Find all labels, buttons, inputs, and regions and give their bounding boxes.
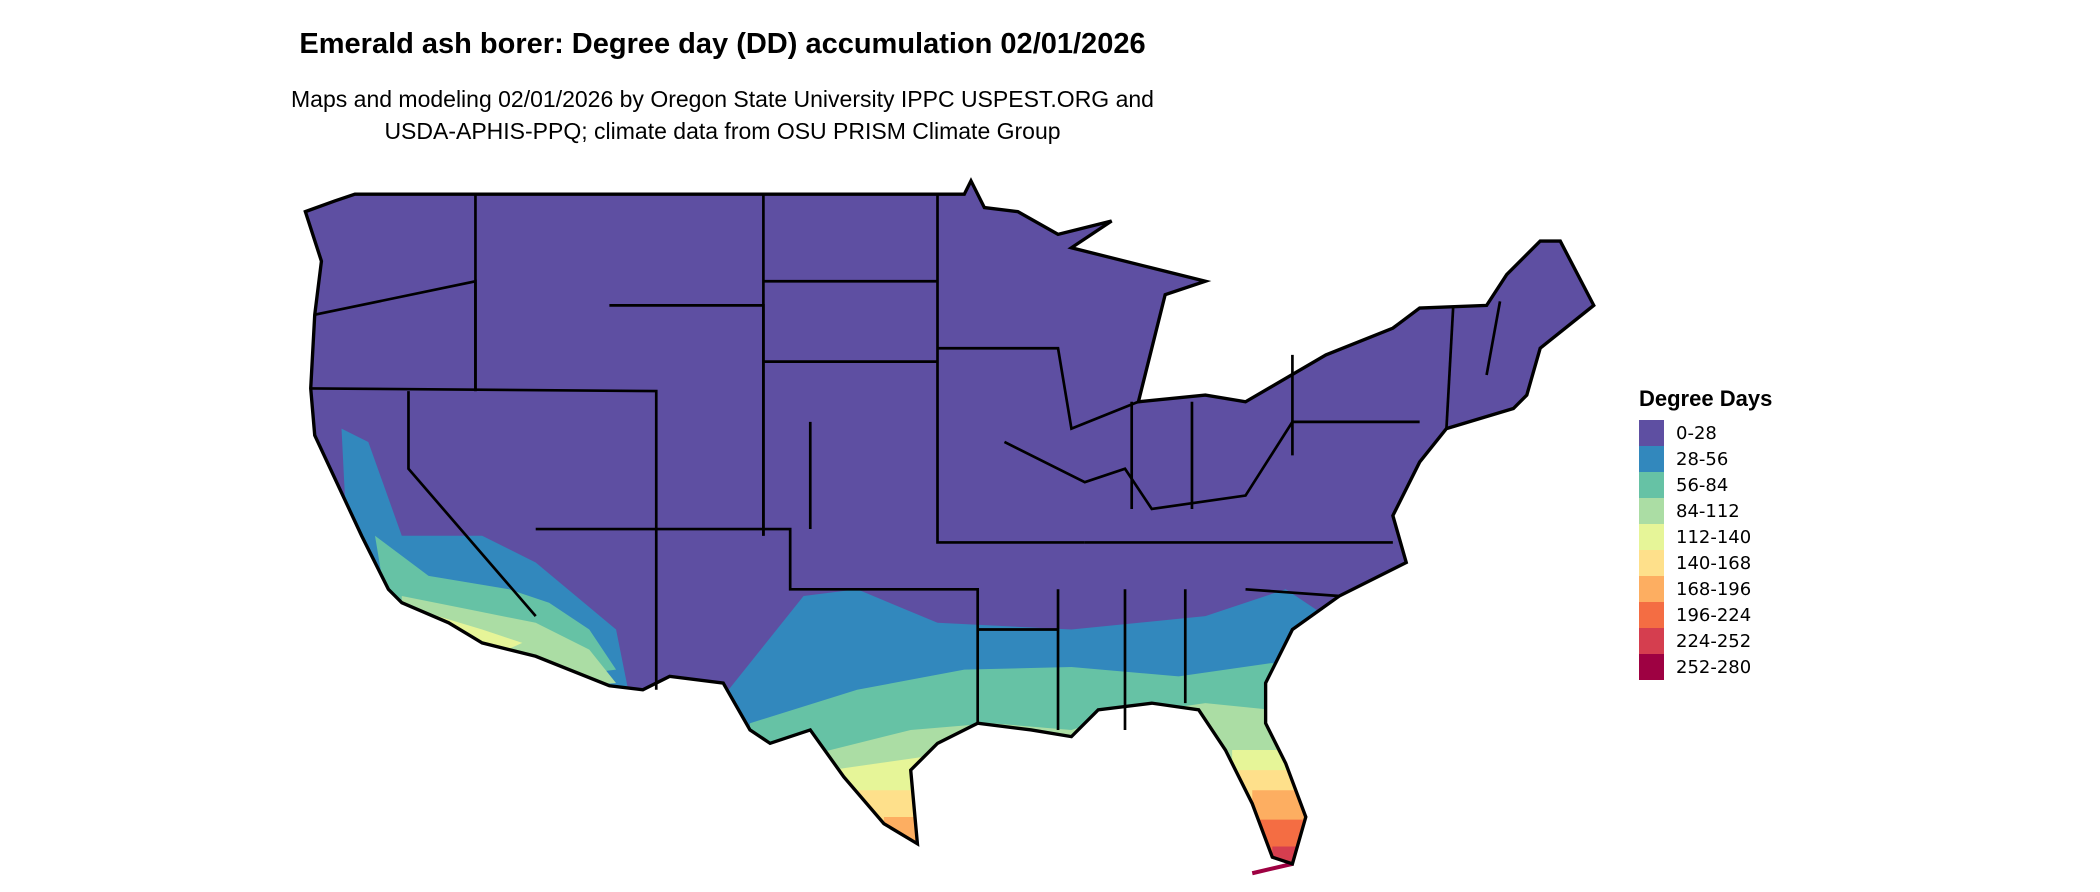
legend-swatch — [1639, 446, 1664, 472]
legend-item: 112-140 — [1639, 524, 1772, 550]
legend-label: 84-112 — [1676, 500, 1740, 522]
legend-item: 0-28 — [1639, 420, 1772, 446]
legend-label: 196-224 — [1676, 604, 1752, 626]
legend-swatch — [1639, 576, 1664, 602]
legend-swatch — [1639, 472, 1664, 498]
state-borders — [310, 194, 1502, 730]
legend-label: 56-84 — [1676, 474, 1729, 496]
legend-swatch — [1639, 524, 1664, 550]
map-subtitle-line2: USDA-APHIS-PPQ; climate data from OSU PR… — [384, 118, 1061, 144]
legend-item: 140-168 — [1639, 550, 1772, 576]
legend-swatch — [1639, 420, 1664, 446]
zone-140-168 — [843, 790, 938, 864]
legend-label: 28-56 — [1676, 448, 1729, 470]
legend-item: 168-196 — [1639, 576, 1772, 602]
legend-item: 56-84 — [1639, 472, 1772, 498]
legend-label: 252-280 — [1676, 656, 1752, 678]
legend-label: 0-28 — [1676, 422, 1717, 444]
legend-label: 112-140 — [1676, 526, 1752, 548]
legend-swatch — [1639, 550, 1664, 576]
legend-item: 84-112 — [1639, 498, 1772, 524]
legend: Degree Days 0-28 28-56 56-84 84-112 112-140 1… — [1639, 386, 1772, 680]
legend-label: 140-168 — [1676, 552, 1752, 574]
legend-item: 196-224 — [1639, 602, 1772, 628]
legend-label: 224-252 — [1676, 630, 1752, 652]
legend-swatch — [1639, 498, 1664, 524]
legend-item: 252-280 — [1639, 654, 1772, 680]
map-subtitle-line1: Maps and modeling 02/01/2026 by Oregon S… — [291, 86, 1154, 112]
map-title: Emerald ash borer: Degree day (DD) accum… — [299, 28, 1146, 60]
legend-item: 224-252 — [1639, 628, 1772, 654]
legend-swatch — [1639, 628, 1664, 654]
legend-swatch — [1639, 654, 1664, 680]
florida-keys — [1251, 861, 1293, 876]
legend-items: 0-28 28-56 56-84 84-112 112-140 140-168 168-19… — [1639, 420, 1772, 680]
legend-label: 168-196 — [1676, 578, 1752, 600]
legend-swatch — [1639, 602, 1664, 628]
legend-title: Degree Days — [1639, 386, 1773, 411]
legend-item: 28-56 — [1639, 446, 1772, 472]
